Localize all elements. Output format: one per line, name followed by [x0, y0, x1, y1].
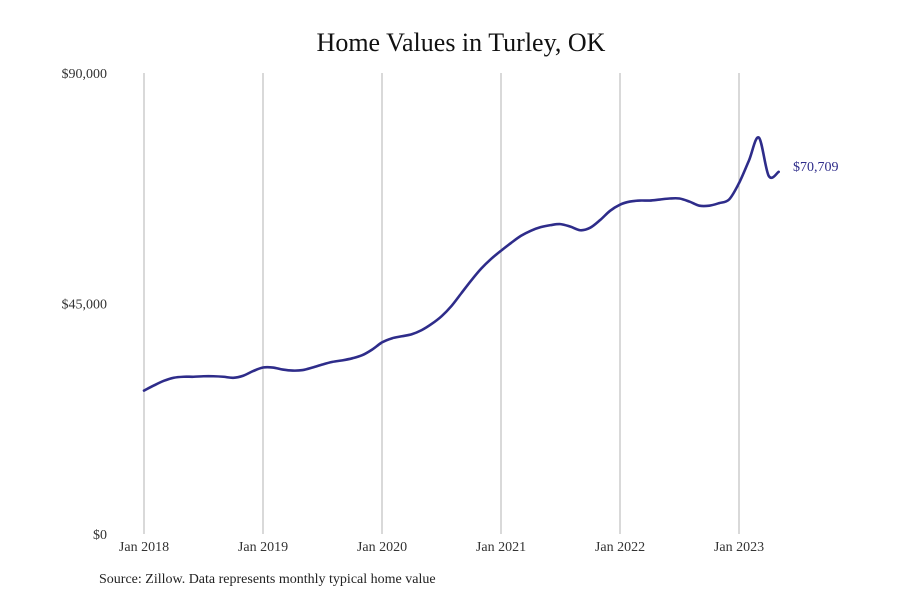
x-tick-label: Jan 2018: [119, 540, 169, 555]
x-tick-label: Jan 2021: [476, 540, 526, 555]
grid-lines: [143, 73, 740, 534]
y-tick-label: $45,000: [62, 298, 108, 313]
y-axis: $0 $45,000 $90,000: [62, 67, 108, 543]
y-tick-label: $0: [93, 528, 107, 543]
x-axis: Jan 2018 Jan 2019 Jan 2020 Jan 2021 Jan 2022…: [119, 540, 764, 555]
x-tick-label: Jan 2019: [238, 540, 288, 555]
series-group: $70,709: [142, 136, 839, 392]
x-tick-label: Jan 2020: [357, 540, 407, 555]
end-value-label: $70,709: [793, 160, 839, 175]
x-tick-label: Jan 2022: [595, 540, 645, 555]
x-tick-label: Jan 2023: [714, 540, 764, 555]
chart-title: Home Values in Turley, OK: [317, 28, 606, 57]
series-line: [142, 136, 780, 392]
y-tick-label: $90,000: [62, 67, 108, 82]
source-note: Source: Zillow. Data represents monthly …: [99, 572, 436, 587]
